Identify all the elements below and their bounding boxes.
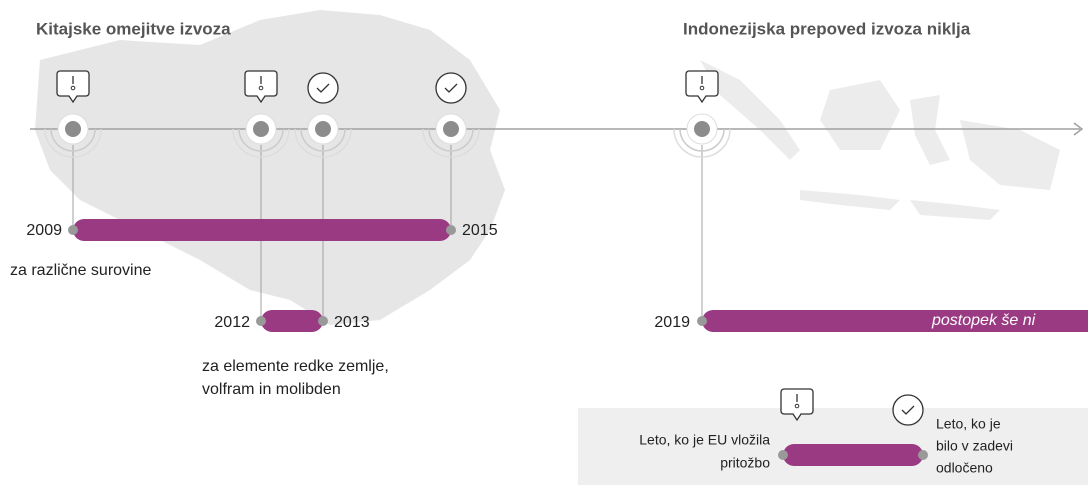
year-label: 2012	[214, 314, 250, 331]
node-ring	[232, 128, 290, 158]
node-ring	[422, 128, 480, 158]
note: volfram in molibden	[202, 381, 341, 398]
node-ring	[44, 128, 102, 158]
bar-end	[446, 225, 456, 235]
node-dot	[65, 121, 81, 137]
complaint-icon	[794, 403, 800, 409]
legend-text: pritožbo	[720, 455, 770, 471]
node-ring	[673, 128, 731, 158]
indonesia-map	[700, 60, 1060, 220]
bar-end	[778, 450, 788, 460]
status-label: postopek še ni	[931, 312, 1036, 329]
period-bar	[261, 310, 323, 332]
legend-text: Leto, ko je	[936, 416, 1001, 432]
bar-end	[256, 316, 266, 326]
node-ring	[238, 128, 284, 152]
year-label: 2015	[462, 222, 498, 239]
decided-icon	[444, 83, 458, 93]
node-ring	[50, 128, 96, 152]
decided-icon	[316, 83, 330, 93]
complaint-icon	[699, 85, 705, 91]
note: za različne surovine	[10, 262, 152, 279]
china-map	[35, 10, 505, 325]
node-dot	[443, 121, 459, 137]
axis-arrow	[1073, 122, 1084, 136]
complaint-icon	[258, 85, 264, 91]
node-dot	[694, 121, 710, 137]
bar-end	[318, 316, 328, 326]
decoration	[30, 10, 1088, 485]
decided-icon	[435, 72, 467, 104]
decided-icon	[901, 405, 915, 415]
bar-end	[697, 316, 707, 326]
year-label: 2019	[654, 314, 690, 331]
decided-icon	[892, 394, 924, 426]
note: za elemente redke zemlje,	[202, 358, 389, 375]
period-bar	[783, 444, 923, 466]
node-ring	[679, 128, 725, 152]
legend-text: Leto, ko je EU vložila	[639, 432, 770, 448]
section-title: Indonezijska prepoved izvoza niklja	[683, 19, 971, 38]
complaint-icon	[70, 85, 76, 91]
period-bar	[702, 310, 1088, 332]
period-bar	[73, 219, 451, 241]
node-dot	[253, 121, 269, 137]
bar-end	[68, 225, 78, 235]
legend-text: odločeno	[936, 460, 993, 476]
node-ring	[300, 128, 346, 152]
node-dot	[315, 121, 331, 137]
node-ring	[294, 128, 352, 158]
year-label: 2009	[26, 222, 62, 239]
legend-text: bilo v zadevi	[936, 438, 1013, 454]
section-title: Kitajske omejitve izvoza	[36, 19, 231, 38]
bar-end	[918, 450, 928, 460]
node-ring	[428, 128, 474, 152]
decided-icon	[307, 72, 339, 104]
year-label: 2013	[334, 314, 370, 331]
